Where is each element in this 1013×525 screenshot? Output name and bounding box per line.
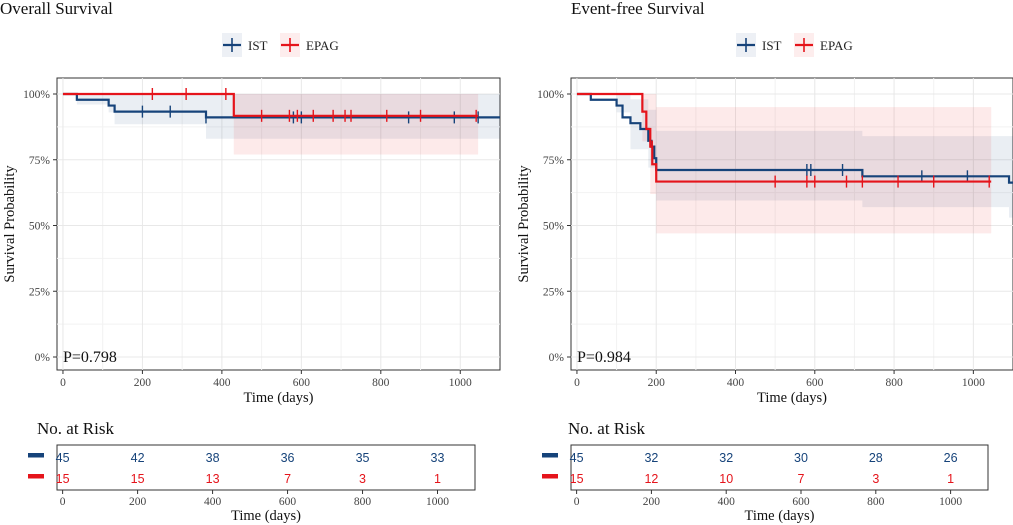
legend-label-epag: EPAG (820, 38, 853, 53)
x-tick-label: 0 (60, 377, 66, 389)
legend: IST EPAG (222, 33, 339, 57)
risk-count-ist: 32 (644, 451, 658, 465)
risk-x-tick-label: 200 (643, 496, 661, 508)
risk-table-title: No. at Risk (568, 419, 645, 438)
x-axis-label: Time (days) (757, 390, 827, 406)
x-tick-label: 600 (806, 377, 824, 389)
risk-count-epag: 1 (434, 472, 441, 486)
risk-count-epag: 13 (206, 472, 220, 486)
risk-count-ist: 26 (944, 451, 958, 465)
y-tick-label: 25% (543, 286, 565, 298)
risk-count-epag: 12 (644, 472, 658, 486)
ci-band-epag (576, 94, 992, 234)
x-tick-label: 800 (885, 377, 903, 389)
risk-table-title: No. at Risk (37, 419, 114, 438)
risk-x-tick-label: 400 (204, 496, 222, 508)
p-value: P=0.798 (63, 349, 117, 366)
y-tick-label: 100% (537, 89, 564, 101)
y-tick-label: 75% (543, 155, 565, 167)
panel-overall-survival: Overall Survival IST EPAG 0% 25% 50% 75% 100% 0 2… (0, 0, 501, 524)
risk-count-epag: 15 (131, 472, 145, 486)
risk-count-ist: 33 (431, 451, 445, 465)
x-tick-label: 200 (648, 377, 666, 389)
legend-label-ist: IST (248, 38, 268, 53)
chart-title: Overall Survival (0, 0, 113, 18)
y-tick-label: 0% (549, 352, 565, 364)
y-axis-label: Survival Probability (516, 165, 532, 283)
survival-line-epag (62, 92, 479, 117)
y-tick-label: 75% (29, 155, 51, 167)
legend-label-epag: EPAG (306, 38, 339, 53)
risk-count-epag: 7 (798, 472, 805, 486)
risk-x-tick-label: 600 (279, 496, 297, 508)
risk-x-axis-label: Time (days) (231, 508, 301, 524)
risk-count-ist: 38 (206, 451, 220, 465)
risk-count-epag: 10 (719, 472, 733, 486)
risk-x-tick-label: 0 (574, 496, 580, 508)
risk-row-swatch-epag (28, 474, 44, 479)
risk-count-ist: 36 (281, 451, 295, 465)
risk-table: No. at Risk 45 42 38 36 35 33 15 15 13 7 3 1 0 200 400 6… (28, 419, 476, 524)
risk-table-frame (56, 444, 476, 491)
risk-count-epag: 1 (947, 472, 954, 486)
risk-row-swatch-epag (542, 474, 558, 479)
risk-count-epag: 7 (284, 472, 291, 486)
survival-line-ist (576, 92, 1013, 184)
risk-x-tick-label: 400 (718, 496, 736, 508)
x-tick-label: 200 (134, 377, 152, 389)
risk-count-ist: 42 (131, 451, 145, 465)
x-tick-label: 400 (727, 377, 745, 389)
risk-table-frame (570, 444, 989, 491)
risk-count-ist: 28 (869, 451, 883, 465)
legend: IST EPAG (736, 33, 853, 57)
risk-count-ist: 45 (56, 451, 70, 465)
chart-title: Event-free Survival (571, 0, 705, 18)
ci-band-epag (62, 94, 479, 155)
risk-x-tick-label: 800 (867, 496, 885, 508)
x-tick-label: 1000 (962, 377, 985, 389)
y-tick-label: 50% (29, 221, 51, 233)
risk-count-ist: 32 (719, 451, 733, 465)
risk-x-tick-label: 1000 (939, 496, 962, 508)
x-tick-label: 800 (372, 377, 390, 389)
risk-x-tick-label: 1000 (426, 496, 449, 508)
y-axis-label: Survival Probability (2, 165, 18, 283)
risk-x-axis-label: Time (days) (745, 508, 815, 524)
x-tick-label: 600 (293, 377, 311, 389)
risk-row-swatch-ist (28, 453, 44, 458)
risk-count-epag: 3 (872, 472, 879, 486)
risk-count-epag: 15 (56, 472, 70, 486)
x-tick-label: 1000 (449, 377, 472, 389)
risk-x-tick-label: 800 (354, 496, 372, 508)
x-tick-label: 0 (574, 377, 580, 389)
y-tick-label: 0% (35, 352, 51, 364)
p-value: P=0.984 (577, 349, 631, 366)
y-tick-label: 25% (29, 286, 51, 298)
risk-count-ist: 30 (794, 451, 808, 465)
risk-count-ist: 35 (356, 451, 370, 465)
risk-count-ist: 45 (570, 451, 584, 465)
x-tick-label: 400 (213, 377, 231, 389)
risk-x-tick-label: 200 (129, 496, 147, 508)
risk-row-swatch-ist (542, 453, 558, 458)
y-tick-label: 50% (543, 221, 565, 233)
ci-band-ist (576, 94, 1013, 218)
risk-count-epag: 15 (570, 472, 584, 486)
legend-label-ist: IST (762, 38, 782, 53)
risk-count-epag: 3 (359, 472, 366, 486)
survival-line-epag (576, 92, 992, 183)
y-tick-label: 100% (23, 89, 50, 101)
risk-x-tick-label: 0 (60, 496, 66, 508)
x-axis-label: Time (days) (244, 390, 314, 406)
risk-x-tick-label: 600 (792, 496, 810, 508)
